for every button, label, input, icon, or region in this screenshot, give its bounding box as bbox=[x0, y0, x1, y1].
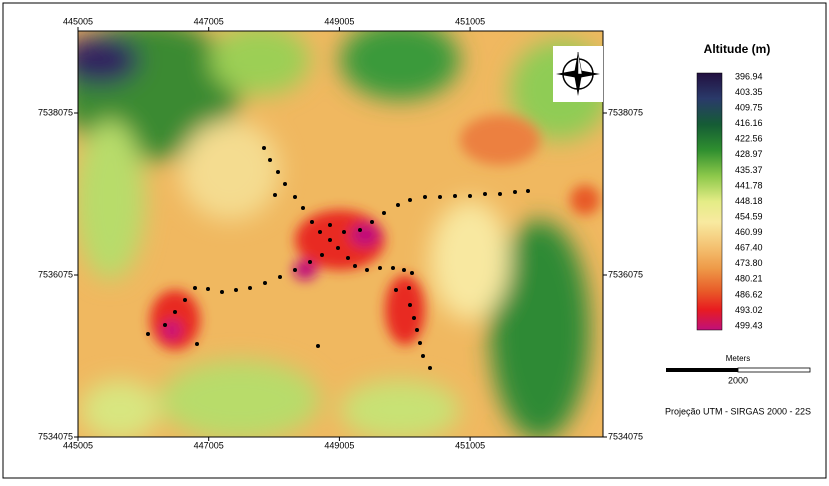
legend-label: 396.94 bbox=[735, 71, 763, 81]
y-coord-label: 7536075 bbox=[38, 269, 73, 279]
x-coord-label: 447005 bbox=[194, 16, 224, 26]
y-coord-label: 7538075 bbox=[38, 107, 73, 117]
legend-label: 486.62 bbox=[735, 289, 763, 299]
x-coord-label: 451005 bbox=[455, 440, 485, 450]
legend-label: 448.18 bbox=[735, 196, 763, 206]
projection: Projeção UTM - SIRGAS 2000 - 22S bbox=[665, 406, 811, 416]
legend-label: 416.16 bbox=[735, 118, 763, 128]
legend-label: 428.97 bbox=[735, 149, 763, 159]
x-coord-label: 449005 bbox=[324, 16, 354, 26]
x-coord-label: 445005 bbox=[63, 16, 93, 26]
legend-label: 454.59 bbox=[735, 211, 763, 221]
scale-bar bbox=[666, 368, 810, 372]
x-coord-label: 451005 bbox=[455, 16, 485, 26]
scale-label: 2000 bbox=[728, 375, 748, 385]
legend-label: 460.99 bbox=[735, 227, 763, 237]
x-coord-label: 449005 bbox=[324, 440, 354, 450]
legend-title: Altitude (m) bbox=[704, 42, 771, 56]
scale-unit: Meters bbox=[726, 354, 750, 363]
color-ramp bbox=[697, 73, 722, 330]
north-arrow bbox=[553, 46, 603, 102]
legend-label: 467.40 bbox=[735, 243, 763, 253]
legend-label: 403.35 bbox=[735, 87, 763, 97]
legend-label: 480.21 bbox=[735, 274, 763, 284]
legend-label: 441.78 bbox=[735, 180, 763, 190]
legend-label: 493.02 bbox=[735, 305, 763, 315]
y-coord-label: 7534075 bbox=[38, 431, 73, 441]
x-coord-label: 447005 bbox=[194, 440, 224, 450]
y-coord-label: 7536075 bbox=[608, 269, 643, 279]
map-layout: Altitude (m) Meters 2000 Projeção UTM - … bbox=[0, 0, 829, 481]
y-coord-label: 7534075 bbox=[608, 431, 643, 441]
legend-label: 473.80 bbox=[735, 258, 763, 268]
legend-label: 499.43 bbox=[735, 320, 763, 330]
legend-label: 409.75 bbox=[735, 103, 763, 113]
x-coord-label: 445005 bbox=[63, 440, 93, 450]
terrain bbox=[60, 20, 610, 440]
y-coord-label: 7538075 bbox=[608, 107, 643, 117]
legend-label: 435.37 bbox=[735, 165, 763, 175]
legend-label: 422.56 bbox=[735, 134, 763, 144]
